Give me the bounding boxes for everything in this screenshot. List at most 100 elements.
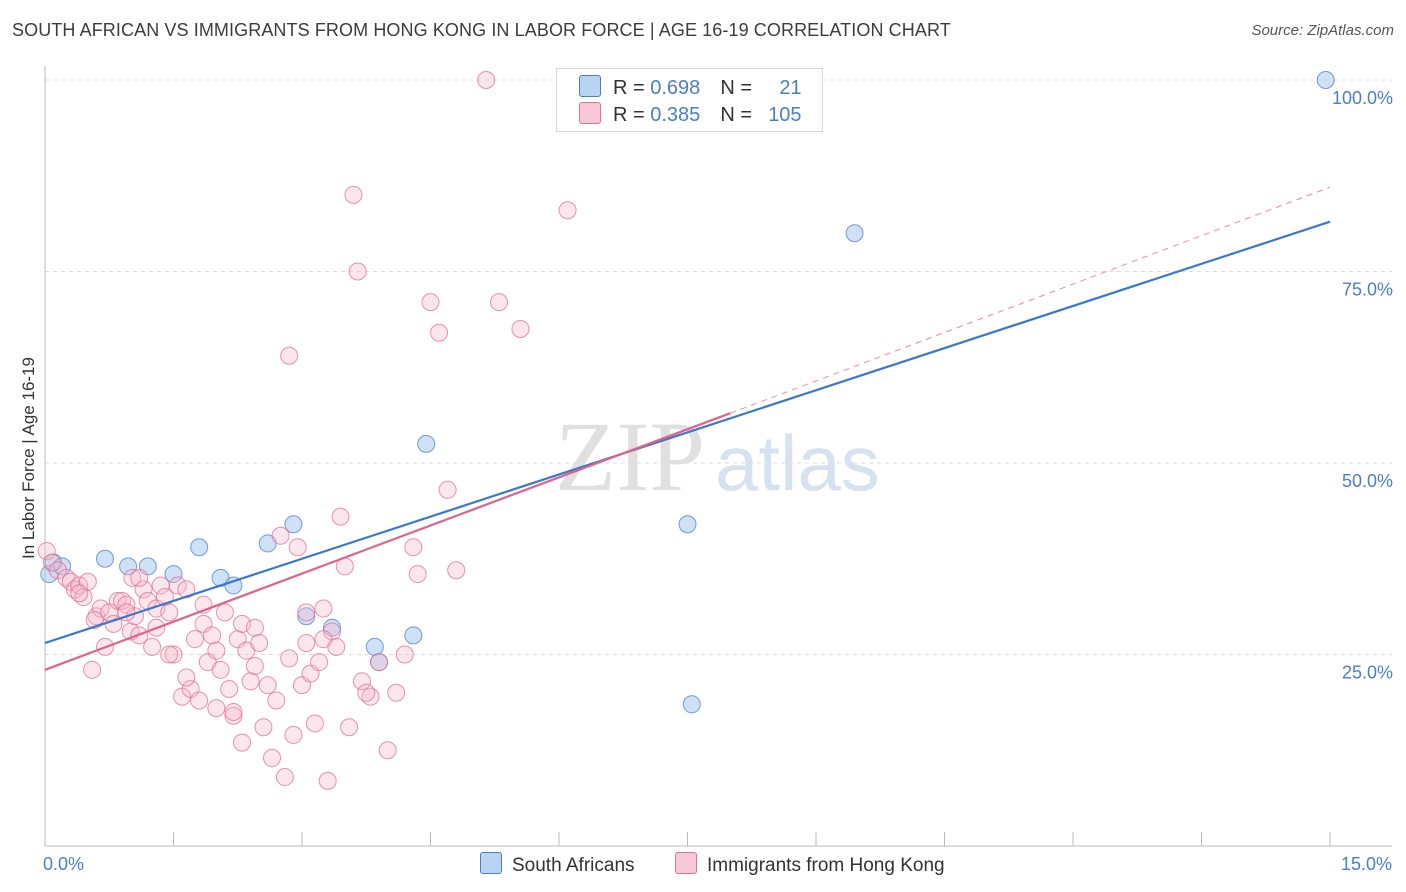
bottom-legend-swatch-pink (675, 852, 697, 874)
point-south-africans (365, 637, 384, 656)
point-hong-kong (511, 319, 530, 338)
point-hong-kong (220, 679, 239, 698)
legend-r-value: 0.385 (650, 104, 701, 126)
legend-n-value: 105 (768, 104, 802, 126)
point-hong-kong (271, 526, 290, 545)
point-hong-kong (267, 691, 286, 710)
bottom-legend-label: South Africans (512, 855, 635, 876)
point-south-africans (224, 576, 243, 595)
point-hong-kong (130, 568, 149, 587)
point-hong-kong (190, 691, 209, 710)
point-hong-kong (168, 576, 187, 595)
point-hong-kong (284, 725, 303, 744)
point-hong-kong (233, 733, 252, 752)
legend-n-value: 21 (779, 77, 802, 99)
point-hong-kong (477, 71, 496, 89)
watermark-zip: ZIP (555, 401, 705, 512)
bottom-legend-swatch-blue (480, 852, 502, 874)
point-south-africans (190, 538, 209, 557)
point-hong-kong (250, 634, 269, 653)
point-hong-kong (344, 185, 363, 204)
point-hong-kong (395, 645, 414, 664)
legend-swatch-pink (579, 102, 601, 124)
point-hong-kong (164, 645, 183, 664)
legend-r-label: R = (613, 104, 651, 126)
point-hong-kong (160, 645, 179, 664)
trend-line-south-africans (44, 220, 1331, 645)
legend-r-label: R = (613, 77, 651, 99)
point-south-africans (404, 626, 423, 645)
y-tick-label: 75.0% (1342, 280, 1393, 300)
point-hong-kong (280, 346, 299, 365)
point-hong-kong (37, 542, 56, 561)
point-hong-kong (280, 649, 299, 668)
point-hong-kong (404, 538, 423, 557)
point-hong-kong (490, 293, 509, 312)
point-south-africans (678, 515, 697, 534)
point-hong-kong (134, 580, 153, 599)
correlation-legend: R = 0.698 N = 21 R = 0.385 N = 105 (556, 68, 823, 132)
trend-lines (44, 186, 1331, 671)
point-hong-kong (288, 538, 307, 557)
point-hong-kong (387, 683, 406, 702)
point-hong-kong (447, 561, 466, 580)
point-hong-kong (203, 626, 222, 645)
chart-title: SOUTH AFRICAN VS IMMIGRANTS FROM HONG KO… (12, 20, 951, 40)
point-hong-kong (318, 771, 337, 790)
point-hong-kong (143, 637, 162, 656)
point-hong-kong (245, 618, 264, 637)
point-south-africans (284, 515, 303, 534)
point-hong-kong (558, 201, 577, 220)
bottom-legend-hong-kong: Immigrants from Hong Kong (675, 852, 945, 877)
legend-row-hong-kong: R = 0.385 N = 105 (579, 102, 802, 128)
y-tick-label: 25.0% (1342, 663, 1393, 683)
x-tick-label: 15.0% (1341, 854, 1392, 874)
legend-n-label: N = (720, 104, 758, 126)
source-credit: Source: ZipAtlas.com (1251, 22, 1394, 39)
legend-r-value: 0.698 (650, 77, 701, 99)
bottom-legend-south-africans: South Africans (480, 852, 635, 877)
tick-labels: 25.0% 50.0% 75.0% 100.0% 0.0% 15.0% (43, 88, 1393, 874)
point-hong-kong (83, 660, 102, 679)
point-hong-kong (177, 580, 196, 599)
point-hong-kong (438, 480, 457, 499)
point-hong-kong (215, 603, 234, 622)
y-tick-label: 50.0% (1342, 471, 1393, 491)
point-hong-kong (70, 584, 89, 603)
y-axis-label: In Labor Force | Age 16-19 (19, 357, 38, 559)
point-hong-kong (185, 630, 204, 649)
x-tick-label: 0.0% (43, 854, 84, 874)
axes (44, 66, 1392, 847)
legend-n-label: N = (720, 77, 758, 99)
point-hong-kong (245, 656, 264, 675)
point-hong-kong (310, 653, 329, 672)
gridlines (45, 79, 1392, 655)
bottom-legend-label: Immigrants from Hong Kong (707, 855, 945, 876)
point-hong-kong (241, 672, 260, 691)
point-hong-kong (421, 293, 440, 312)
point-south-africans (297, 607, 316, 626)
point-hong-kong (207, 641, 226, 660)
point-hong-kong (331, 507, 350, 526)
point-south-africans (164, 565, 183, 584)
point-hong-kong (297, 603, 316, 622)
point-hong-kong (263, 748, 282, 767)
legend-swatch-blue (579, 75, 601, 97)
point-south-africans (682, 695, 701, 714)
legend-row-south-africans: R = 0.698 N = 21 (579, 75, 802, 101)
y-tick-label: 100.0% (1332, 88, 1393, 108)
point-hong-kong (275, 768, 294, 787)
point-south-africans (119, 557, 138, 576)
point-south-africans (1316, 71, 1335, 89)
point-hong-kong (370, 653, 389, 672)
point-hong-kong (160, 603, 179, 622)
point-hong-kong (91, 599, 110, 618)
point-hong-kong (123, 568, 142, 587)
point-hong-kong (70, 576, 89, 595)
point-hong-kong (211, 660, 230, 679)
point-hong-kong (224, 702, 243, 721)
trend-line-hong-kong-extension (730, 186, 1331, 414)
point-south-africans (845, 224, 864, 243)
point-hong-kong (340, 718, 359, 737)
